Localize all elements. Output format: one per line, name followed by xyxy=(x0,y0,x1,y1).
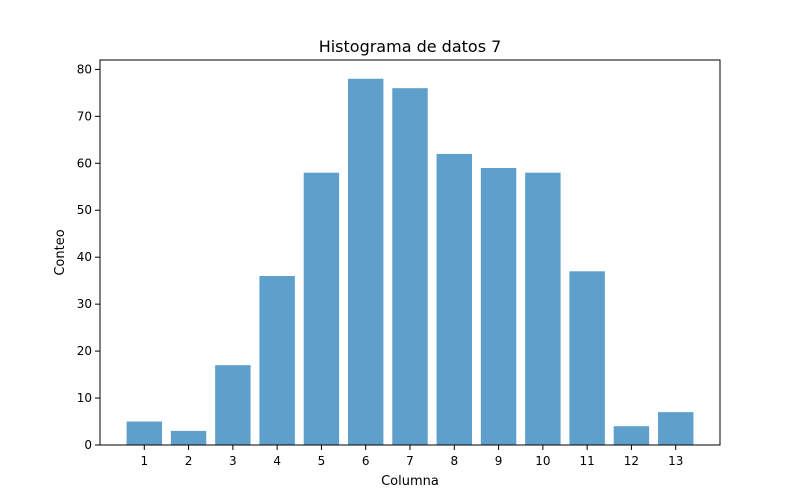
bar-10 xyxy=(525,172,561,445)
chart-title: Histograma de datos 7 xyxy=(319,37,502,56)
x-tick-label: 6 xyxy=(362,454,370,468)
bar-5 xyxy=(303,172,340,445)
y-tick-label: 50 xyxy=(77,203,92,217)
x-tick-label: 3 xyxy=(229,454,237,468)
x-tick-label: 13 xyxy=(668,454,683,468)
y-tick-label: 60 xyxy=(77,156,92,170)
y-tick-label: 30 xyxy=(77,297,92,311)
y-tick-label: 80 xyxy=(77,62,92,76)
y-tick-label: 10 xyxy=(77,391,92,405)
x-tick-label: 1 xyxy=(140,454,148,468)
y-ticks: 0 10 20 30 40 50 60 70 80 xyxy=(77,62,100,452)
x-tick-label: 11 xyxy=(580,454,595,468)
bar-3 xyxy=(215,365,251,445)
bar-2 xyxy=(170,430,207,445)
y-axis-label: Conteo xyxy=(53,229,68,275)
x-tick-label: 5 xyxy=(318,454,326,468)
x-tick-label: 4 xyxy=(273,454,281,468)
bar-9 xyxy=(480,167,517,446)
bar-8 xyxy=(436,153,472,445)
bar-7 xyxy=(392,88,428,446)
x-tick-label: 2 xyxy=(185,454,193,468)
x-ticks: 1 2 3 4 5 6 7 8 9 10 11 12 13 xyxy=(140,445,683,468)
bar-6 xyxy=(348,78,384,445)
x-tick-label: 10 xyxy=(535,454,550,468)
y-tick-label: 40 xyxy=(77,250,92,264)
bar-12 xyxy=(613,426,650,445)
bar-11 xyxy=(569,271,605,445)
x-tick-label: 7 xyxy=(406,454,414,468)
x-tick-label: 12 xyxy=(624,454,639,468)
x-tick-label: 9 xyxy=(495,454,503,468)
bar-1 xyxy=(126,421,162,445)
x-axis-label: Columna xyxy=(381,474,439,489)
x-tick-label: 8 xyxy=(450,454,458,468)
bar-4 xyxy=(259,275,295,445)
y-tick-label: 0 xyxy=(84,438,92,452)
bars-layer xyxy=(126,78,694,446)
bar-13 xyxy=(658,412,694,445)
y-tick-label: 20 xyxy=(77,344,92,358)
y-tick-label: 70 xyxy=(77,109,92,123)
